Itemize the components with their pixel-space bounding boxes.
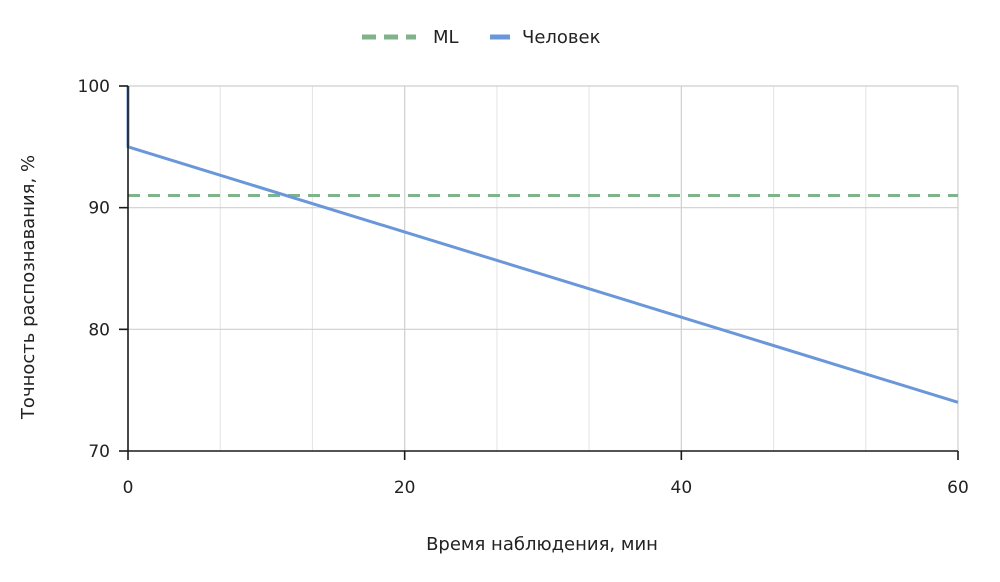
grid [128,85,959,451]
axes [119,85,959,460]
x-tick-label: 40 [671,478,693,498]
series-line-human [126,86,959,404]
y-axis-title: Точность распознавания, % [18,155,39,420]
y-tick-label: 90 [88,199,110,219]
tick-labels: 70 80 90 100 0 20 40 60 [78,77,969,498]
y-tick-label: 70 [88,442,110,462]
legend-label: Человек [522,27,601,48]
x-axis-title: Время наблюдения, мин [426,534,658,555]
x-tick-label: 20 [394,478,416,498]
y-tick-label: 100 [78,77,110,97]
y-tick-label: 80 [88,320,110,340]
x-tick-label: 60 [947,478,969,498]
legend-label: ML [433,27,459,48]
legend: ML Человек [362,27,601,48]
series-lines [126,86,959,404]
x-tick-label: 0 [123,478,134,498]
